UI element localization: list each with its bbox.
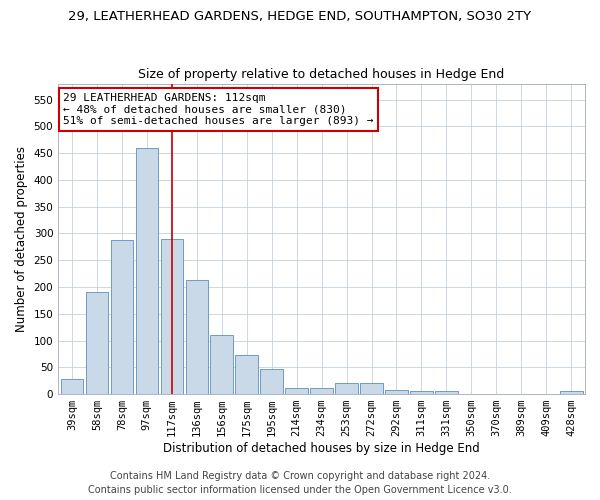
Bar (435, 392, 458, 394)
Text: 29 LEATHERHEAD GARDENS: 112sqm
← 48% of detached houses are smaller (830)
51% of: 29 LEATHERHEAD GARDENS: 112sqm ← 48% of … (64, 93, 374, 126)
Bar (286, 388, 308, 394)
Bar (310, 388, 333, 394)
Text: 29, LEATHERHEAD GARDENS, HEDGE END, SOUTHAMPTON, SO30 2TY: 29, LEATHERHEAD GARDENS, HEDGE END, SOUT… (68, 10, 532, 23)
Bar (410, 392, 433, 394)
Bar (335, 384, 358, 394)
Bar (235, 355, 258, 394)
Title: Size of property relative to detached houses in Hedge End: Size of property relative to detached ho… (139, 68, 505, 81)
Y-axis label: Number of detached properties: Number of detached properties (15, 146, 28, 332)
Bar (136, 148, 158, 394)
Bar (360, 384, 383, 394)
Bar (86, 292, 108, 394)
Bar (61, 379, 83, 394)
Text: Contains HM Land Registry data © Crown copyright and database right 2024.
Contai: Contains HM Land Registry data © Crown c… (88, 471, 512, 495)
Bar (560, 392, 583, 394)
Bar (385, 390, 408, 394)
Bar (161, 239, 183, 394)
Bar (185, 280, 208, 394)
Bar (110, 240, 133, 394)
Bar (260, 370, 283, 394)
X-axis label: Distribution of detached houses by size in Hedge End: Distribution of detached houses by size … (163, 442, 480, 455)
Bar (211, 335, 233, 394)
